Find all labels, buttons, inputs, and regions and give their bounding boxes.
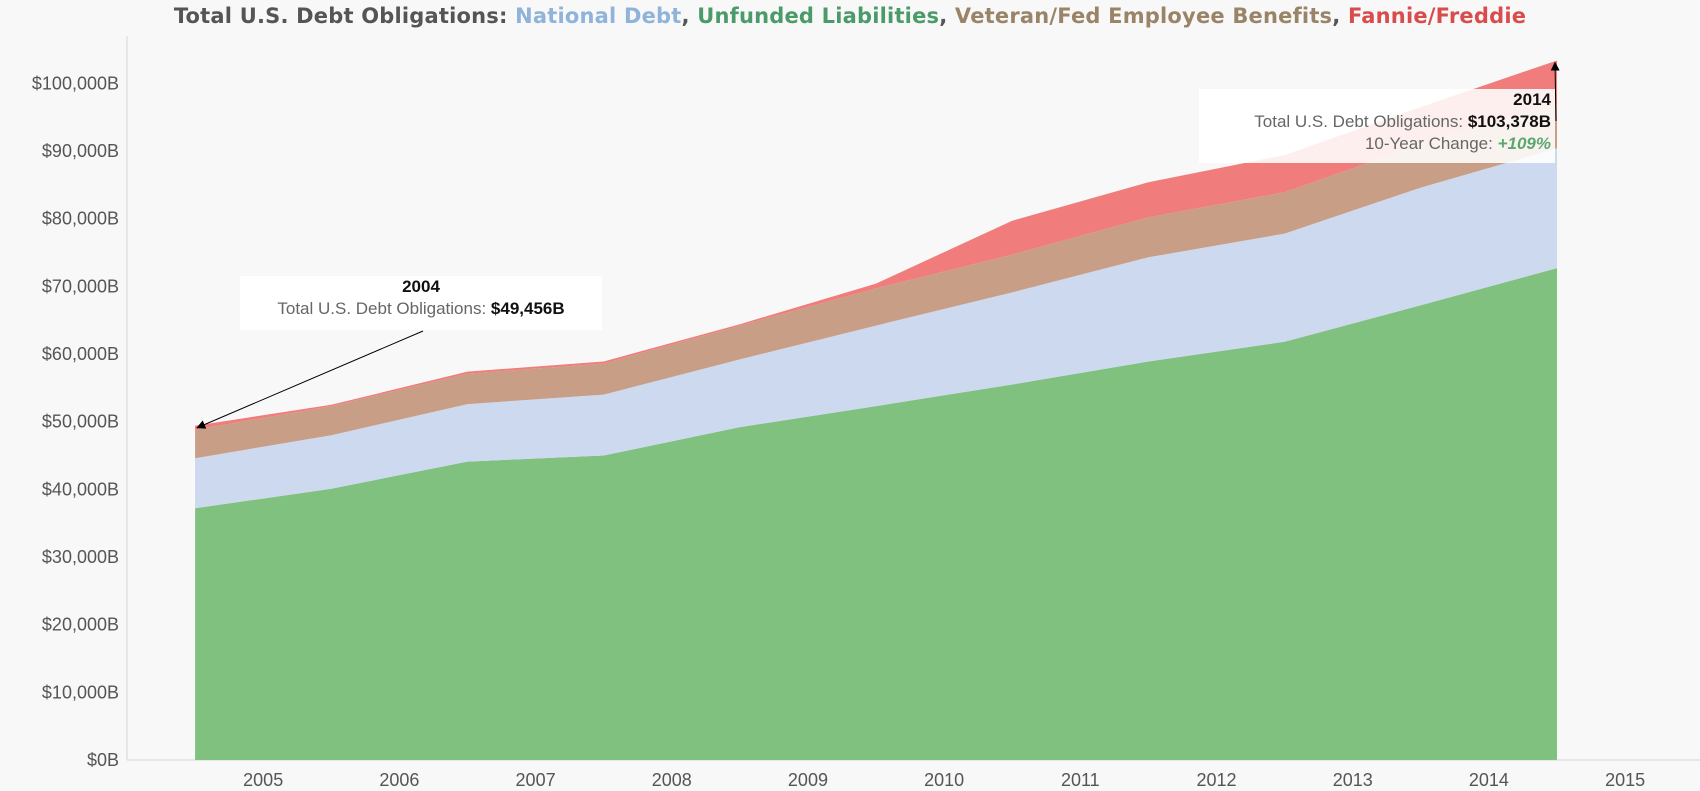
y-tick-label: $50,000B [42, 412, 119, 432]
y-tick-label: $90,000B [42, 141, 119, 161]
area-unfunded-liabilities [195, 268, 1558, 760]
annotation-2004-line: Total U.S. Debt Obligations: $49,456B [240, 298, 602, 320]
annotation-2004-value: $49,456B [490, 299, 565, 318]
x-tick-label: 2008 [652, 770, 692, 790]
annotation-2004-label: Total U.S. Debt Obligations: [277, 299, 491, 318]
title-legend-national-debt: National Debt [515, 4, 682, 28]
title-part: , [939, 4, 955, 28]
x-tick-label: 2012 [1197, 770, 1237, 790]
annotation-2014-arrow [1550, 61, 1560, 122]
annotation-2014: 2014 Total U.S. Debt Obligations: $103,3… [1199, 89, 1555, 163]
title-legend-fannie-freddie: Fannie/Freddie [1347, 4, 1527, 28]
y-tick-label: $80,000B [42, 209, 119, 229]
y-tick-label: $40,000B [42, 479, 119, 499]
annotation-2014-year: 2014 [1513, 90, 1551, 109]
x-tick-label: 2010 [924, 770, 964, 790]
annotation-2004-arrow [196, 330, 424, 429]
annotation-2014-value: $103,378B [1467, 112, 1551, 131]
title-part: , [681, 4, 698, 28]
chart-title: Total U.S. Debt Obligations: National De… [0, 4, 1700, 28]
annotation-2014-label: Total U.S. Debt Obligations: [1254, 112, 1468, 131]
x-tick-label: 2013 [1333, 770, 1373, 790]
x-tick-label: 2015 [1605, 770, 1645, 790]
x-tick-label: 2009 [788, 770, 828, 790]
title-legend-unfunded-liabilities: Unfunded Liabilities [697, 4, 940, 28]
y-tick-label: $10,000B [42, 682, 119, 702]
y-tick-label: $70,000B [42, 276, 119, 296]
x-tick-label: 2011 [1061, 770, 1100, 790]
annotation-2014-change-value: +109% [1497, 134, 1551, 153]
title-part: Total U.S. Debt Obligations: [173, 4, 516, 28]
y-tick-label: $30,000B [42, 547, 119, 567]
annotation-2014-change-label: 10-Year Change: [1364, 134, 1498, 153]
area-veteran-fed-employee-benefits [195, 103, 1558, 459]
x-tick-label: 2007 [516, 770, 556, 790]
annotation-2014-line: Total U.S. Debt Obligations: $103,378B [1199, 111, 1555, 133]
annotation-2014-change-line: 10-Year Change: +109% [1199, 133, 1555, 155]
title-legend-veteran-benefits: Veteran/Fed Employee Benefits [954, 4, 1333, 28]
y-tick-label: $20,000B [42, 615, 119, 635]
x-tick-label: 2006 [379, 770, 419, 790]
x-tick-label: 2014 [1469, 770, 1509, 790]
x-tick-label: 2005 [243, 770, 283, 790]
area-national-debt [195, 148, 1558, 509]
annotation-2004-year: 2004 [402, 277, 440, 296]
y-tick-label: $0B [87, 750, 119, 770]
y-tick-label: $100,000B [32, 73, 119, 93]
y-tick-label: $60,000B [42, 344, 119, 364]
annotation-2004: 2004 Total U.S. Debt Obligations: $49,45… [240, 276, 602, 330]
title-part: , [1332, 4, 1348, 28]
